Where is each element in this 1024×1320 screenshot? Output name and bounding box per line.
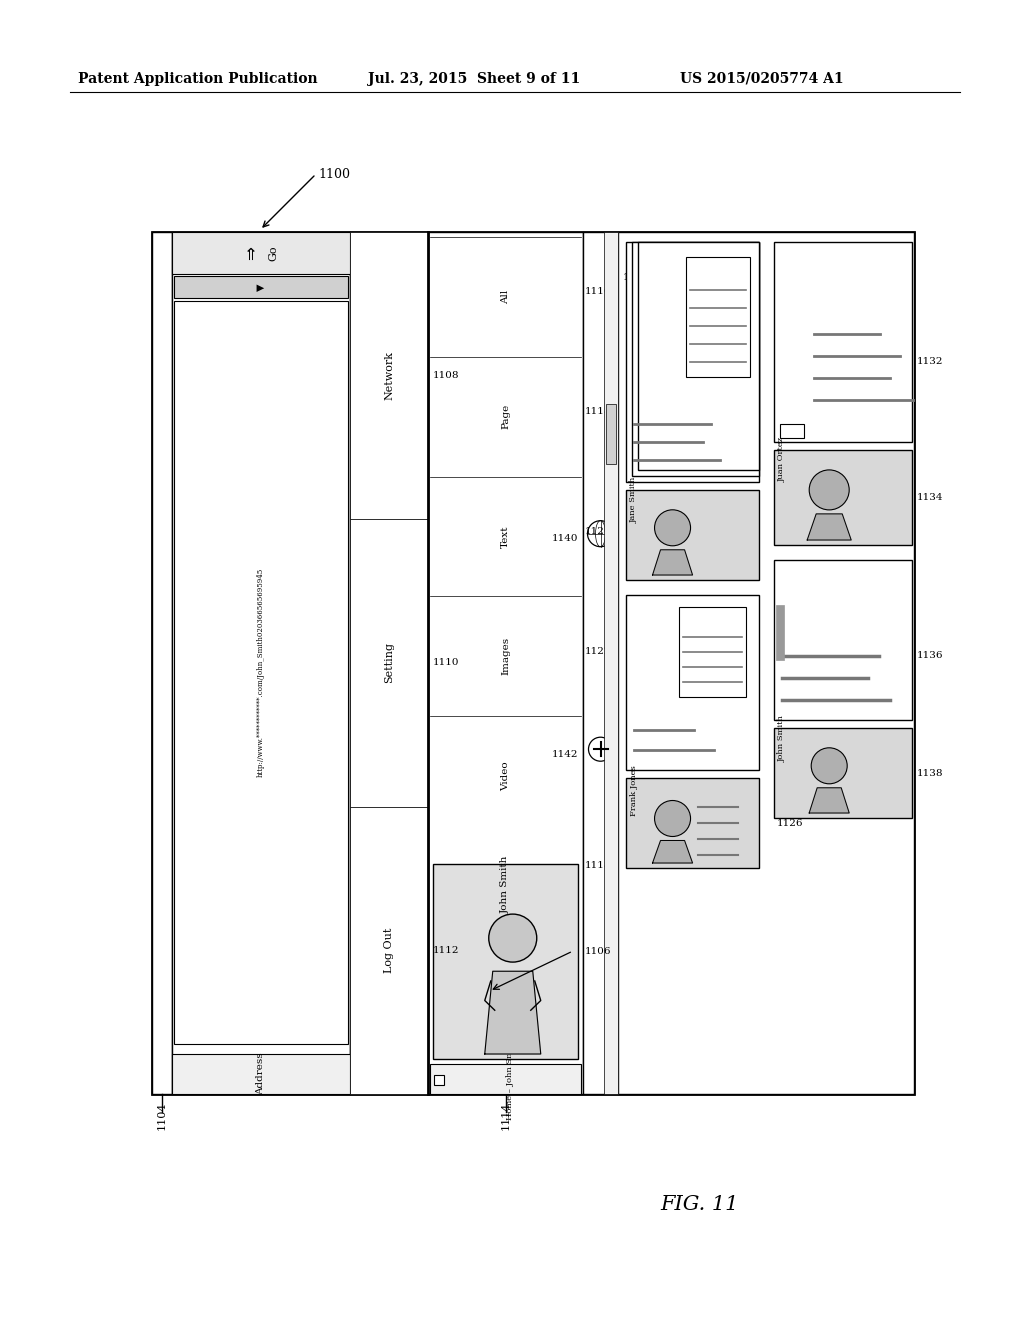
Text: ⇒: ⇒ xyxy=(242,246,260,260)
Text: US 2015/0205774 A1: US 2015/0205774 A1 xyxy=(680,73,844,86)
Text: John Smith: John Smith xyxy=(778,715,786,762)
Text: 1140: 1140 xyxy=(552,535,578,544)
Text: Video: Video xyxy=(501,762,510,791)
Bar xyxy=(583,232,618,1094)
Text: ▼: ▼ xyxy=(256,284,266,290)
Text: 1124: 1124 xyxy=(777,696,804,705)
Text: 1128: 1128 xyxy=(777,381,804,391)
Bar xyxy=(606,404,616,465)
Bar xyxy=(350,232,428,519)
Bar xyxy=(638,242,759,470)
Bar xyxy=(776,605,784,660)
Bar xyxy=(350,232,428,1094)
Bar xyxy=(679,607,745,697)
Circle shape xyxy=(654,800,690,837)
Text: http://www.************.com/John_Smith020366565695945: http://www.************.com/John_Smith02… xyxy=(257,568,265,777)
Bar xyxy=(430,1064,581,1094)
Text: Jul. 23, 2015  Sheet 9 of 11: Jul. 23, 2015 Sheet 9 of 11 xyxy=(368,73,581,86)
Circle shape xyxy=(809,470,849,510)
Text: Patent Application Publication: Patent Application Publication xyxy=(78,73,317,86)
Text: 1126: 1126 xyxy=(777,818,804,828)
Text: Jane Smith: Jane Smith xyxy=(630,477,638,523)
Polygon shape xyxy=(652,550,692,576)
Bar xyxy=(780,424,804,438)
Bar xyxy=(774,729,912,818)
Text: Images: Images xyxy=(501,638,510,676)
Bar xyxy=(433,865,578,1059)
Bar xyxy=(428,232,583,1094)
Text: 1120: 1120 xyxy=(585,527,611,536)
Bar xyxy=(172,232,350,275)
Text: 1116: 1116 xyxy=(585,288,611,297)
Text: Home – John Smith: Home – John Smith xyxy=(507,1039,514,1119)
Text: Juan Ortez: Juan Ortez xyxy=(778,437,786,482)
Circle shape xyxy=(654,510,690,545)
Bar xyxy=(618,232,914,1094)
Text: Frank Jones: Frank Jones xyxy=(630,766,638,816)
Text: Setting: Setting xyxy=(384,643,394,684)
Bar xyxy=(172,1053,350,1094)
Text: 1100: 1100 xyxy=(318,168,350,181)
Text: 1104: 1104 xyxy=(157,1102,167,1130)
Text: 1110: 1110 xyxy=(433,659,460,668)
Text: 1118: 1118 xyxy=(585,861,611,870)
Text: Go: Go xyxy=(268,246,278,261)
Bar xyxy=(626,242,759,482)
Text: John Smith: John Smith xyxy=(501,855,510,915)
Text: 1122: 1122 xyxy=(585,647,611,656)
Text: FIG. 11: FIG. 11 xyxy=(660,1195,739,1214)
Text: 1118: 1118 xyxy=(585,407,611,416)
Bar xyxy=(604,232,618,1094)
Text: Address: Address xyxy=(256,1052,265,1096)
Polygon shape xyxy=(652,841,692,863)
Bar xyxy=(434,1074,444,1085)
Circle shape xyxy=(811,748,847,784)
Bar xyxy=(626,490,759,579)
Text: All: All xyxy=(501,290,510,304)
Bar xyxy=(626,595,759,770)
Bar xyxy=(152,232,172,1094)
Polygon shape xyxy=(809,788,849,813)
Text: 1136: 1136 xyxy=(918,652,943,660)
Bar xyxy=(774,242,912,442)
Bar xyxy=(774,560,912,719)
Bar xyxy=(350,807,428,1094)
Bar xyxy=(632,242,759,477)
Text: 1108: 1108 xyxy=(433,371,460,380)
Circle shape xyxy=(488,913,537,962)
Text: 1112: 1112 xyxy=(433,946,460,954)
Text: Text: Text xyxy=(501,525,510,548)
Bar xyxy=(686,257,750,378)
Text: 1106: 1106 xyxy=(585,946,611,956)
Text: 1130: 1130 xyxy=(777,531,804,540)
Bar xyxy=(152,232,914,1094)
Text: 1142: 1142 xyxy=(552,750,578,759)
Polygon shape xyxy=(484,972,541,1053)
Bar xyxy=(172,232,350,1094)
Text: 1134: 1134 xyxy=(918,492,943,502)
Text: 1114: 1114 xyxy=(501,1102,511,1130)
Text: 1132: 1132 xyxy=(918,358,943,367)
Text: 1144: 1144 xyxy=(623,272,649,281)
Text: Log Out: Log Out xyxy=(384,928,394,973)
Text: Page: Page xyxy=(501,404,510,429)
Text: 1138: 1138 xyxy=(918,768,943,777)
Text: Network: Network xyxy=(384,351,394,400)
Bar xyxy=(774,450,912,545)
Bar xyxy=(174,276,348,298)
Bar xyxy=(174,301,348,1044)
Bar xyxy=(350,519,428,807)
Bar xyxy=(626,777,759,869)
Polygon shape xyxy=(807,513,851,540)
